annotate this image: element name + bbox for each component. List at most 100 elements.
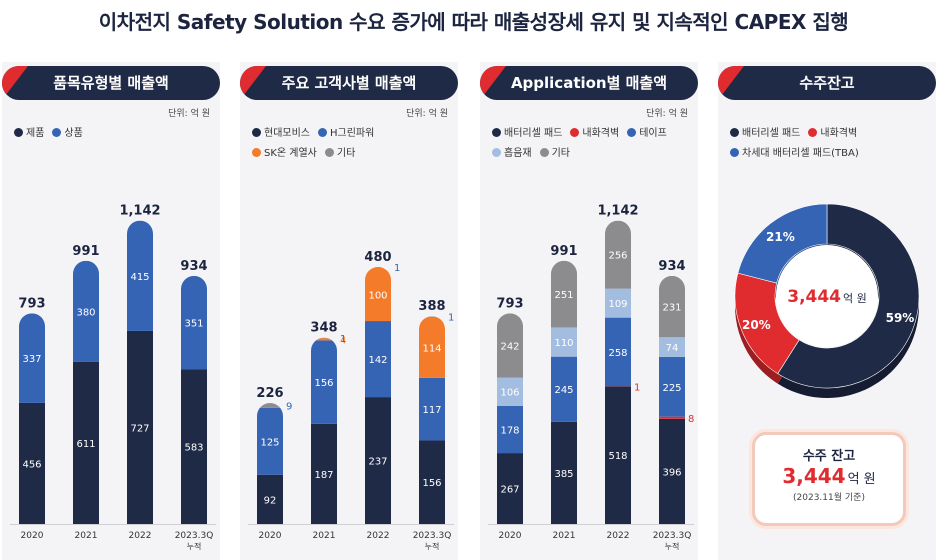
bar-테이프 [551,356,577,422]
category-label: 2022 [129,531,152,541]
stacked-bar-chart: 9212592262020187156413482021237142100148… [248,250,455,551]
data-label: 100 [368,290,387,301]
backlog-unit: 억 원 [847,472,876,487]
bar-기타 [497,313,523,378]
legend-item: 흡음재 [492,144,532,164]
legend-swatch [252,148,261,157]
bar-흡음재 [497,377,523,406]
data-label: 9 [286,401,292,412]
bar-상품 [127,220,153,331]
data-label: 1 [634,382,640,393]
panel-customer: 주요 고객사별 매출액 단위: 억 원 현대모비스 H그린파워SK온 계열사 기타 … [240,62,458,560]
legend-label: 기타 [336,148,356,159]
panel-title: Application별 매출액 [510,74,668,92]
category-label: 2022 [367,531,390,541]
legend-item: 기타 [324,144,356,164]
donut-hole [776,245,878,347]
bar-상품 [181,275,207,370]
bar-제품 [73,361,99,524]
bar-h그린파워 [365,321,391,398]
legend: 제품 상품 [14,124,214,144]
bar-group-2021: 611 380 991 2021 [72,244,99,541]
panel-title: 품목유형별 매출액 [53,74,169,92]
category-label: 2022 [607,531,630,541]
panel-header: 수주잔고 [718,66,936,100]
bar-sk온-계열사 [365,267,391,322]
bar-현대모비스 [257,474,283,524]
panel-header: Application별 매출액 [480,66,698,100]
legend-label: 배터리셀 패드 [504,128,563,139]
donut-center-label: 3,444 억 원 [787,287,867,307]
data-label: 125 [260,437,279,448]
legend-item: 배터리셀 패드 [730,124,800,144]
legend-swatch [570,128,580,137]
legend-item: 기타 [539,144,570,164]
category-label: 2021 [75,531,98,541]
legend-label: 내화격벽 [820,128,858,139]
data-label: 385 [554,469,573,480]
legend-label: 현대모비스 [264,128,310,139]
bar-배터리셀-패드 [497,453,523,524]
backlog-note: (2023.11월 기준) [793,493,865,503]
legend-label: 차세대 배터리셀 패드(TBA) [742,148,859,159]
legend-swatch [492,148,501,157]
data-label: 258 [608,348,627,359]
panel-header: 품목유형별 매출액 [2,66,220,100]
bar-기타 [551,260,577,328]
data-label: 74 [666,343,679,354]
total-label: 991 [550,244,577,259]
total-label: 934 [180,259,207,274]
total-label: 793 [18,296,45,311]
data-label: 178 [500,425,519,436]
legend-item: H그린파워 [318,124,374,144]
slice-label: 21% [766,230,795,244]
data-label: 110 [554,338,573,349]
legend-label: 제품 [26,128,45,139]
unit-label: 단위: 억 원 [646,109,688,119]
legend-swatch [539,148,549,157]
data-label: 351 [184,319,203,330]
legend-item: 상품 [52,124,83,144]
legend: 현대모비스 H그린파워 SK온 계열사 기타 [252,124,452,164]
legend-item: 내화격벽 [570,124,619,144]
bar-흡음재 [659,337,685,357]
bar-sk온-계열사 [419,316,445,378]
bar-group-2022: 518 1 258 109 256 1,142 2022 [597,204,640,541]
data-label: 583 [184,443,203,454]
stacked-bar-chart: 267 178 106 242 793 2020 385 245 110 251 991 2021 51… [488,204,694,551]
data-label: 106 [500,388,519,399]
bar-제품 [181,369,207,524]
category-label: 2021 [553,531,576,541]
bar-제품 [19,402,45,524]
panel-application: Application별 매출액 단위: 억 원 배터리셀 패드 내화격벽 테이프흡… [480,62,698,560]
data-label: 415 [130,272,149,283]
data-label: 245 [554,385,573,396]
bar-h그린파워 [311,340,337,424]
data-label: 8 [688,414,694,425]
slice-차세대-배터리셀-패드-tba [737,203,828,284]
data-label: 109 [608,299,627,310]
legend-label: 상품 [64,128,83,139]
panel-product-type: 품목유형별 매출액 단위: 억 원 제품 상품 456 337 793 2020 611 3… [2,62,220,560]
donut-center-value: 3,444 [787,287,841,307]
data-label: 187 [314,470,333,481]
data-label: 242 [500,342,519,353]
data-label: 380 [76,307,95,318]
bar-group-2021: 385 245 110 251 991 2021 [550,244,577,541]
legend-swatch [14,128,23,137]
bar-현대모비스 [365,397,391,524]
legend-label: 테이프 [639,128,667,139]
category-label: 2023.3Q [175,531,214,541]
legend: 배터리셀 패드 내화격벽 테이프흡음재 기타 [492,124,692,164]
bar-배터리셀-패드 [551,421,577,524]
bar-상품 [73,260,99,362]
legend-swatch [730,128,739,137]
bar-h그린파워 [419,377,445,441]
category-label: 2023.3Q [413,531,452,541]
donut-center-unit: 억 원 [843,292,867,305]
backlog-label: 수주 잔고 [802,449,856,464]
